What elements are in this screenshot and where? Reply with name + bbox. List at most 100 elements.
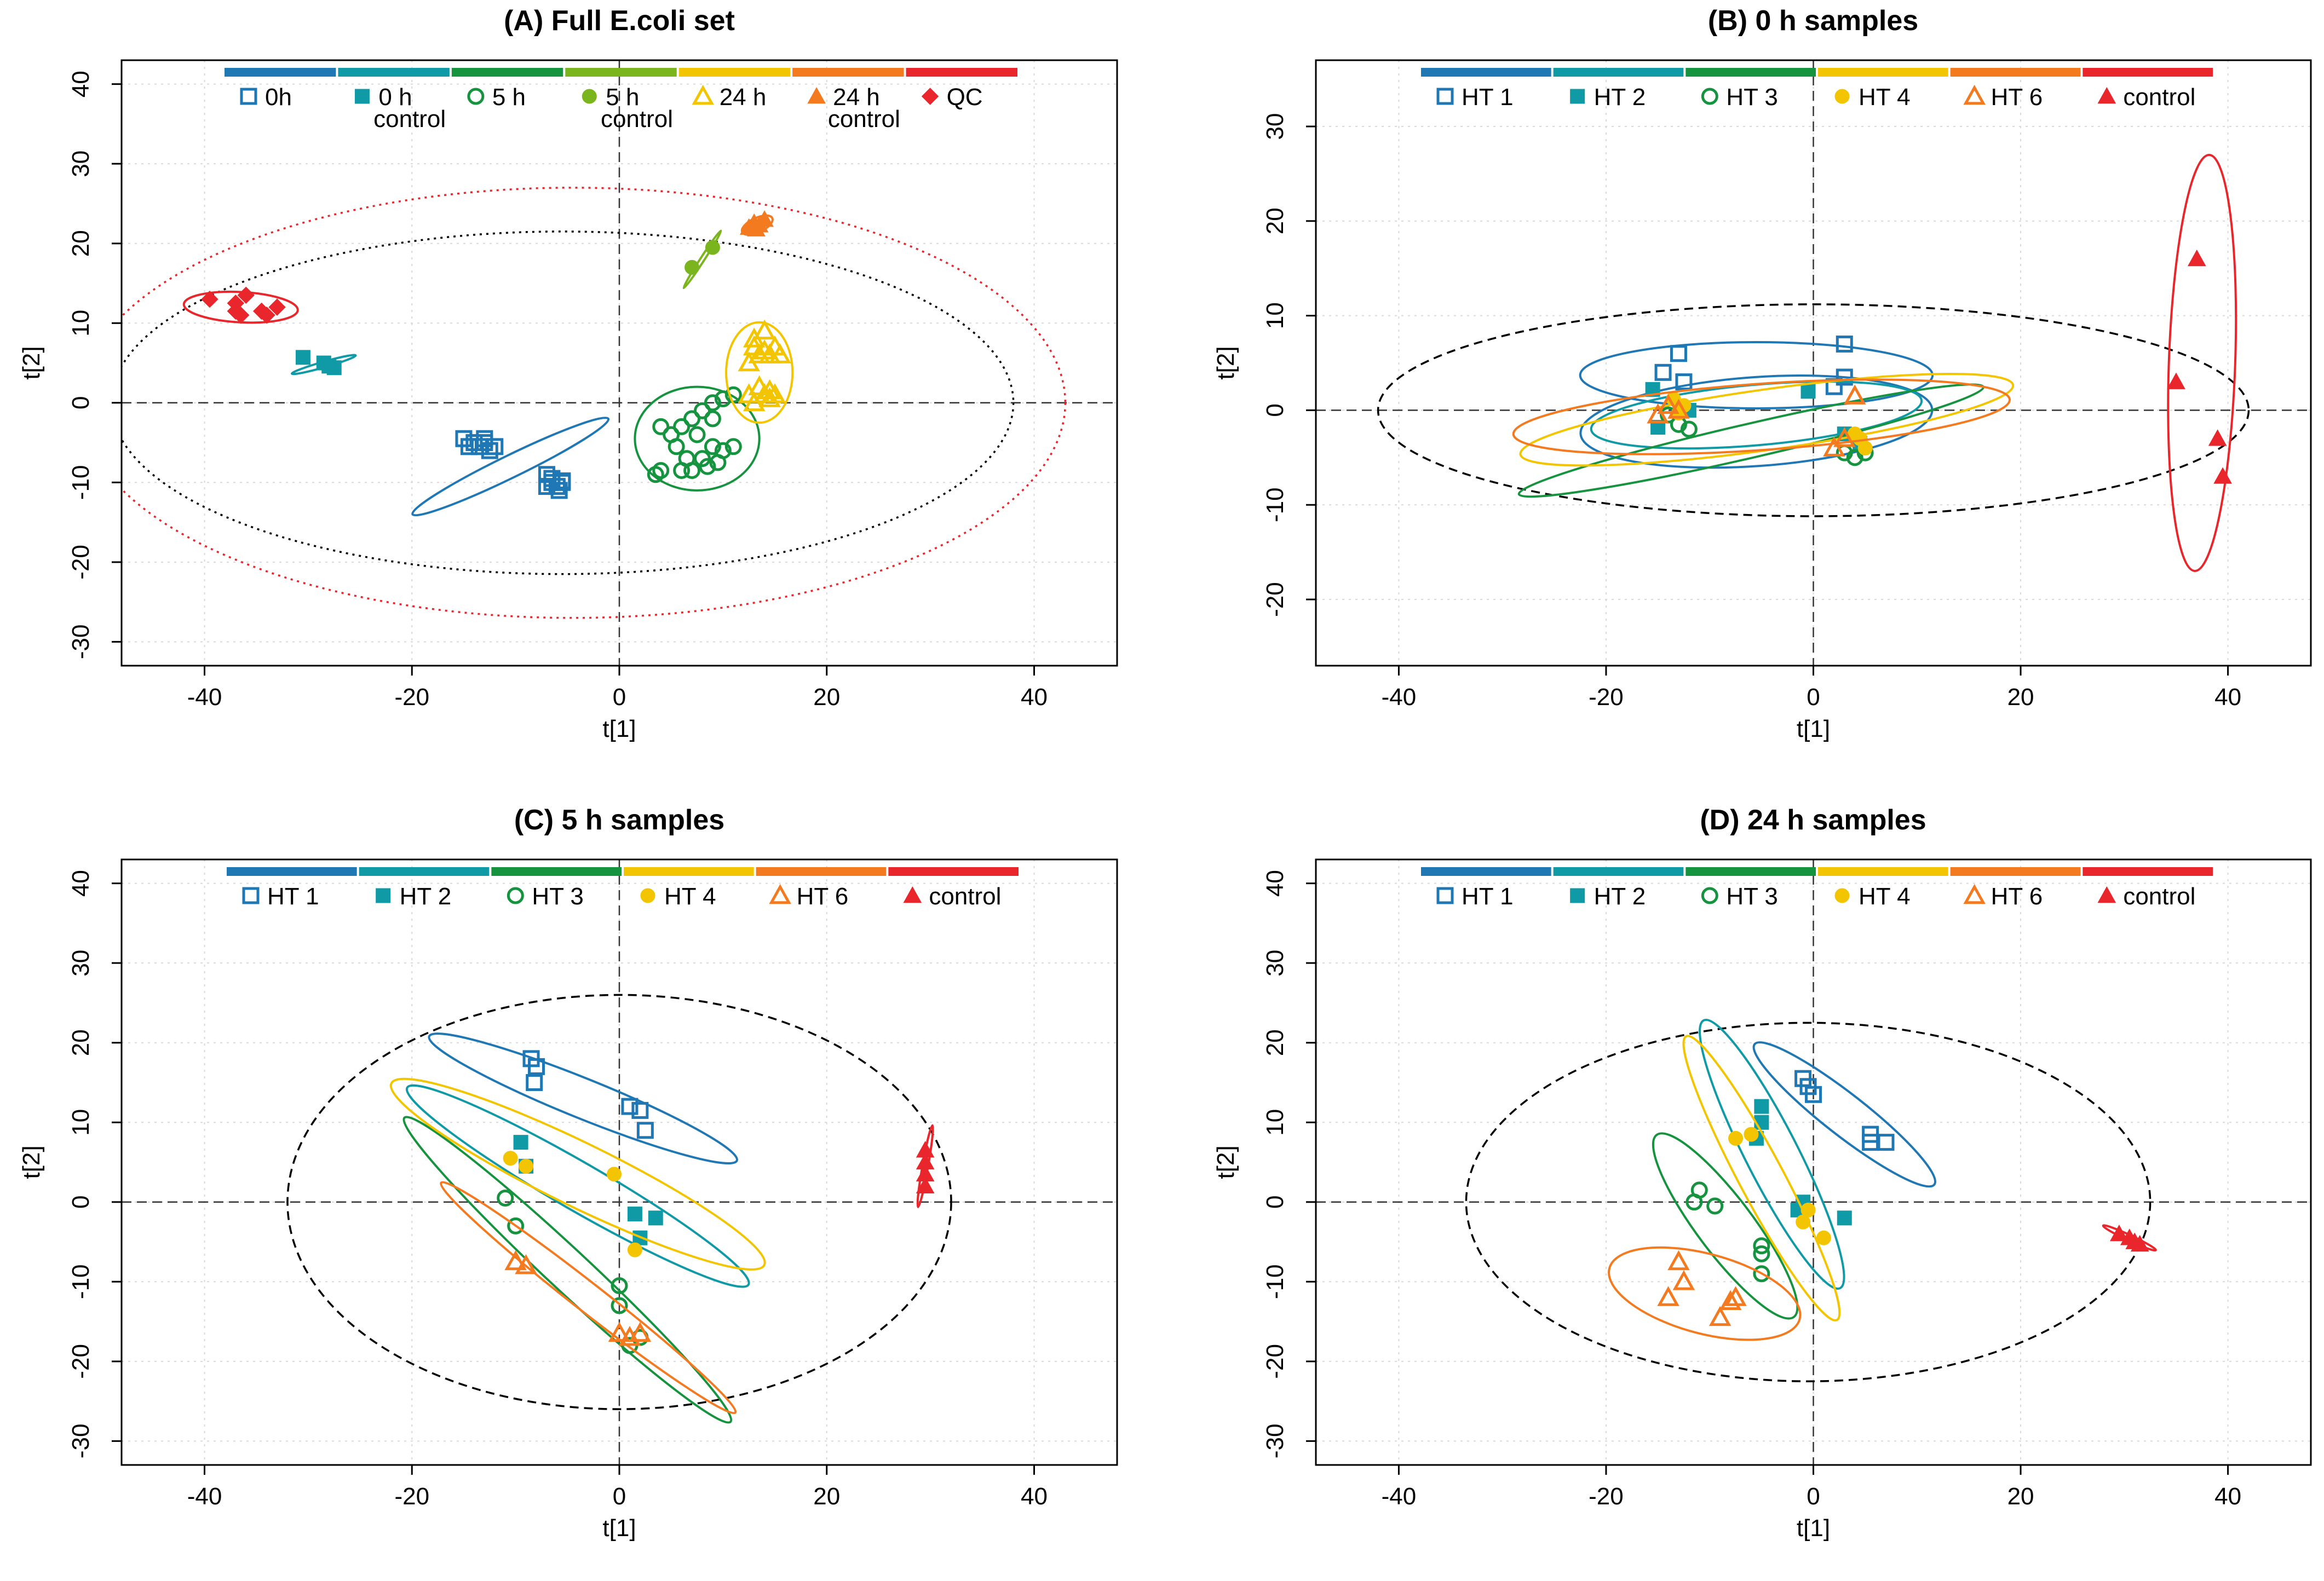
data-point — [1728, 1130, 1744, 1146]
x-tick-label: -20 — [394, 1483, 429, 1510]
y-tick-label: 20 — [67, 1029, 94, 1056]
legend-marker — [2097, 86, 2116, 104]
data-point — [747, 220, 766, 236]
data-point — [519, 1158, 534, 1174]
data-point — [201, 290, 218, 308]
data-point — [1816, 1230, 1831, 1245]
data-point — [1672, 1270, 1695, 1290]
data-point — [2187, 249, 2206, 267]
group-ellipse — [634, 385, 761, 492]
panel-title: (D) 24 h samples — [1700, 804, 1926, 836]
x-tick-label: 40 — [2214, 684, 2241, 711]
data-point — [673, 418, 691, 435]
data-point — [1657, 394, 1679, 414]
x-tick-label: 40 — [2214, 1483, 2241, 1510]
data-point — [1675, 373, 1693, 391]
data-point — [743, 335, 766, 356]
data-point — [694, 402, 711, 419]
y-tick-label: 10 — [67, 310, 94, 337]
legend-color-bar — [227, 867, 357, 876]
legend-label: QC — [947, 84, 983, 111]
data-point — [486, 438, 504, 455]
legend-label: HT 2 — [400, 883, 452, 910]
data-point — [608, 1322, 631, 1342]
data-point — [627, 1242, 642, 1257]
y-tick-label: -30 — [67, 1424, 94, 1459]
y-axis-label: t[2] — [1212, 1145, 1239, 1179]
data-point — [1877, 1134, 1895, 1151]
legend-label: HT 6 — [1991, 84, 2043, 111]
legend-color-bar — [1421, 68, 1551, 77]
panel-title: (C) 5 h samples — [514, 804, 724, 836]
x-tick-label: -40 — [1382, 1483, 1417, 1510]
series-ht-6 — [1512, 378, 2011, 457]
data-point — [704, 394, 721, 412]
legend-marker — [1436, 887, 1454, 904]
legend-label: HT 4 — [664, 883, 716, 910]
data-point — [497, 1189, 514, 1207]
legend-marker — [2097, 886, 2116, 903]
y-tick-label: -20 — [67, 545, 94, 580]
legend-marker — [1570, 89, 1585, 104]
confidence-ellipse — [1377, 303, 2250, 517]
group-ellipse — [428, 1032, 738, 1164]
legend-marker — [1701, 88, 1718, 105]
legend-color-bar — [1818, 867, 1948, 876]
data-point — [688, 426, 706, 443]
legend-marker — [1570, 888, 1585, 903]
group-ellipse — [402, 1116, 733, 1424]
data-point — [1753, 1265, 1770, 1283]
data-point — [705, 240, 720, 255]
legend-label: control — [373, 106, 446, 132]
legend-color-bar — [1553, 867, 1684, 876]
y-tick-label: 10 — [1262, 1109, 1288, 1136]
y-tick-label: -20 — [1262, 582, 1288, 617]
group-ellipse — [725, 321, 794, 424]
y-tick-label: 20 — [1262, 1029, 1288, 1056]
data-point — [709, 454, 727, 471]
legend-color-bar — [1686, 867, 1816, 876]
legend-color-bar — [888, 867, 1019, 876]
legend-marker — [903, 886, 922, 903]
y-tick-label: 40 — [1262, 870, 1288, 897]
data-point — [1833, 427, 1856, 447]
legend-label: HT 3 — [1726, 84, 1778, 111]
y-axis-label: t[2] — [18, 1145, 45, 1179]
legend-label: HT 4 — [1859, 84, 1911, 111]
x-tick-label: -40 — [187, 684, 222, 711]
data-point — [1836, 368, 1853, 386]
data-point — [2208, 429, 2227, 446]
y-tick-label: -30 — [67, 625, 94, 660]
legend-label: 0 h — [378, 84, 412, 111]
data-point — [607, 1167, 622, 1182]
series-24-h — [725, 319, 794, 424]
data-point — [724, 438, 742, 455]
group-ellipse — [1512, 378, 2011, 455]
legend-color-bar — [565, 68, 677, 77]
series-control — [2167, 154, 2237, 572]
x-tick-label: 0 — [613, 684, 626, 711]
y-axis-label: t[2] — [1212, 346, 1239, 379]
legend-marker — [354, 89, 370, 104]
data-point — [526, 1074, 543, 1091]
data-point — [237, 286, 255, 304]
group-ellipse — [1652, 1132, 1799, 1320]
series-ht-3 — [1652, 1132, 1799, 1320]
plot-area — [1316, 60, 2311, 666]
group-ellipse — [1699, 1018, 1845, 1290]
x-tick-label: 0 — [613, 1483, 626, 1510]
data-point — [629, 1322, 652, 1342]
data-point — [916, 1176, 935, 1193]
series-ht-1 — [428, 1032, 738, 1164]
data-point — [631, 1101, 649, 1119]
legend-label: HT 1 — [1462, 883, 1514, 910]
legend-color-bar — [2083, 867, 2213, 876]
data-point — [652, 461, 670, 479]
legend-color-bar — [225, 68, 336, 77]
data-point — [2130, 1234, 2149, 1252]
group-ellipse — [1752, 1041, 1936, 1188]
series-ht-2 — [405, 1084, 750, 1288]
x-tick-label: 20 — [2007, 1483, 2034, 1510]
data-point — [507, 1217, 525, 1234]
data-point — [1846, 449, 1863, 466]
